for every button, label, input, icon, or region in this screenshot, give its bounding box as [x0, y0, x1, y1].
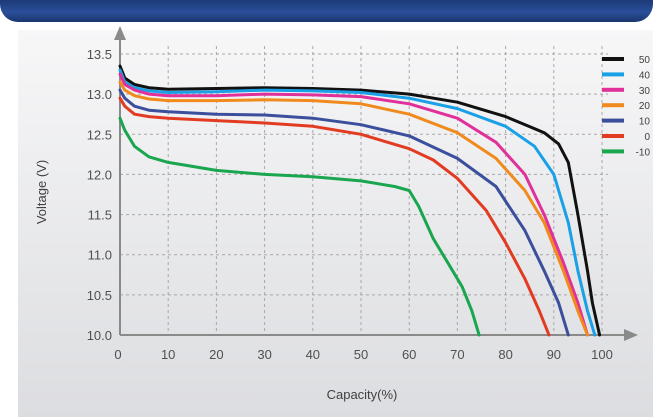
legend-swatch-20	[602, 103, 624, 108]
legend-label: 40	[639, 70, 651, 81]
y-axis-label: Voltage (V)	[34, 160, 49, 224]
x-tick-labels: 0 10 20 30 40 50 60 70 80 90 100	[114, 347, 612, 362]
x-tick-label: 60	[402, 347, 416, 362]
series-lines	[118, 64, 602, 337]
x-tick-label: 90	[547, 347, 561, 362]
legend: 50 40 30 20 10 0 -10	[602, 55, 650, 158]
y-axis-arrow	[114, 26, 126, 40]
legend-swatch-50	[602, 57, 624, 61]
y-tick-label: 12.5	[87, 127, 112, 142]
legend-label: 10	[639, 117, 651, 128]
y-tick-labels: 10.0 10.5 11.0 11.5 12.0 12.5 13.0 13.5	[87, 47, 112, 343]
legend-label: 0	[644, 132, 650, 143]
legend-label: 20	[639, 101, 651, 112]
y-tick-label: 12.0	[87, 167, 112, 182]
x-tick-label: 30	[257, 347, 271, 362]
axes	[114, 26, 638, 341]
x-tick-label: 10	[161, 347, 175, 362]
series-line--10	[118, 116, 481, 337]
series-line-0	[118, 96, 551, 337]
x-tick-label: 70	[450, 347, 464, 362]
legend-swatch-10	[602, 118, 624, 123]
legend-swatch-30	[602, 87, 624, 92]
series-line-30	[118, 72, 589, 337]
x-axis-label: Capacity(%)	[327, 387, 398, 402]
y-tick-label: 11.5	[88, 208, 112, 223]
series-line-10	[118, 88, 570, 337]
legend-label: -10	[636, 147, 651, 158]
y-tick-label: 13.5	[87, 47, 112, 62]
legend-swatch-0	[602, 134, 624, 138]
x-tick-label: 100	[591, 347, 613, 362]
top-banner	[0, 0, 653, 22]
series-line-20	[118, 80, 589, 337]
y-tick-label: 10.0	[87, 328, 112, 343]
y-tick-label: 10.5	[87, 288, 112, 303]
x-tick-label: 50	[354, 347, 368, 362]
x-tick-label: 40	[306, 347, 320, 362]
x-axis-arrow	[624, 329, 638, 341]
series-line-50	[118, 64, 602, 337]
series-line-40	[118, 68, 597, 337]
legend-label: 50	[639, 55, 651, 66]
y-tick-label: 11.0	[88, 248, 112, 263]
x-tick-label: 20	[209, 347, 223, 362]
legend-swatch-40	[602, 72, 624, 77]
y-tick-label: 13.0	[87, 87, 112, 102]
x-tick-label: 0	[114, 347, 121, 362]
x-tick-label: 80	[498, 347, 512, 362]
legend-label: 30	[639, 86, 651, 97]
legend-swatch--10	[602, 149, 624, 154]
